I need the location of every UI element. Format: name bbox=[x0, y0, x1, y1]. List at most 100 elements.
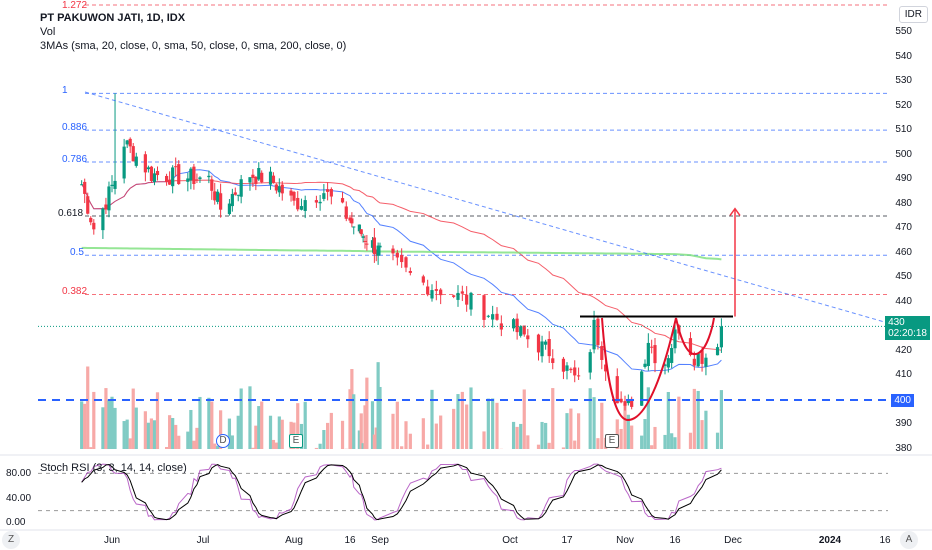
auto-scale-button[interactable]: A bbox=[900, 531, 918, 549]
volume-bar bbox=[168, 415, 172, 449]
volume-bar bbox=[83, 403, 87, 449]
time-axis-tick: Nov bbox=[616, 535, 634, 546]
fib-level-label: 0.886 bbox=[62, 122, 88, 134]
candle-body bbox=[623, 401, 627, 406]
goto-date-button[interactable]: Z bbox=[2, 531, 20, 549]
candle-body bbox=[469, 292, 473, 310]
volume-bar bbox=[89, 447, 93, 449]
volume-bar bbox=[213, 443, 217, 449]
candle-body bbox=[551, 358, 555, 363]
volume-bar bbox=[626, 414, 630, 449]
price-axis-tick: 510 bbox=[895, 124, 912, 136]
candle-body bbox=[134, 156, 138, 166]
volume-bar bbox=[630, 425, 634, 449]
last-price-label: 430 02:20:18 bbox=[885, 316, 930, 340]
stoch-rsi-label[interactable]: Stoch RSI (3, 3, 14, 14, close) bbox=[40, 462, 187, 474]
volume-bar bbox=[573, 440, 577, 449]
candle-body bbox=[149, 166, 154, 181]
legend: PT PAKUWON JATI, 1D, IDX Vol 3MAs (sma, … bbox=[40, 11, 346, 53]
candle-body bbox=[227, 203, 232, 215]
earnings-event-icon[interactable]: E bbox=[605, 434, 619, 448]
candle-body bbox=[577, 375, 581, 377]
candle-body bbox=[80, 184, 84, 186]
volume-bar bbox=[551, 388, 555, 449]
stoch-tick: 0.00 bbox=[6, 517, 26, 528]
candle-body bbox=[391, 248, 395, 254]
candle-body bbox=[189, 168, 193, 181]
volume-bar bbox=[596, 438, 600, 449]
fib-level-label: 0.382 bbox=[62, 286, 88, 298]
volume-bar bbox=[352, 394, 356, 449]
trendline bbox=[84, 91, 889, 324]
candle-body bbox=[236, 194, 240, 196]
volume-bar bbox=[561, 447, 566, 449]
volume-bar bbox=[623, 404, 627, 449]
earnings-event-icon[interactable]: E bbox=[289, 434, 303, 448]
fib-level-label: 0.5 bbox=[70, 247, 84, 259]
ma-indicator-label[interactable]: 3MAs (sma, 20, close, 0, sma, 50, close,… bbox=[40, 40, 347, 52]
volume-bar bbox=[340, 420, 345, 449]
candle-body bbox=[519, 326, 523, 336]
candle-body bbox=[515, 318, 519, 333]
cup-handle-pattern bbox=[601, 317, 715, 422]
volume-bar bbox=[670, 433, 674, 449]
volume-bar bbox=[588, 388, 592, 449]
volume-bar bbox=[600, 402, 604, 449]
volume-bar bbox=[86, 366, 90, 449]
volume-bar bbox=[210, 401, 214, 449]
vol-indicator-label[interactable]: Vol bbox=[40, 26, 56, 38]
volume-bar bbox=[465, 404, 469, 449]
candle-body bbox=[615, 376, 619, 404]
candle-body bbox=[370, 240, 375, 248]
candle-body bbox=[696, 353, 700, 367]
candle-body bbox=[653, 345, 657, 364]
candle-body bbox=[511, 319, 516, 329]
volume-bar bbox=[486, 398, 490, 449]
candle-body bbox=[573, 367, 577, 376]
candle-body bbox=[365, 243, 369, 245]
candle-body bbox=[83, 181, 87, 194]
candle-body bbox=[329, 189, 333, 197]
candle-body bbox=[452, 295, 456, 297]
candle-body bbox=[352, 226, 356, 228]
candle-body bbox=[486, 315, 490, 317]
volume-bar bbox=[219, 410, 223, 449]
volume-bar bbox=[198, 396, 202, 449]
candle-body bbox=[322, 193, 326, 199]
candle-body bbox=[359, 229, 363, 235]
volume-bar bbox=[673, 437, 677, 449]
target-arrow-head bbox=[729, 207, 741, 217]
candle-body bbox=[499, 323, 503, 330]
candle-body bbox=[646, 342, 650, 366]
volume-bar bbox=[92, 391, 96, 449]
candle-body bbox=[280, 184, 284, 194]
candle-body bbox=[495, 313, 499, 320]
volume-bar bbox=[640, 435, 644, 449]
volume-bar bbox=[653, 426, 657, 449]
volume-bar bbox=[348, 389, 352, 449]
currency-button[interactable]: IDR bbox=[898, 6, 928, 23]
candle-body bbox=[650, 346, 654, 348]
volume-bar bbox=[482, 431, 486, 449]
candle-body bbox=[376, 245, 380, 256]
candle-body bbox=[357, 224, 361, 232]
sma-200-line bbox=[81, 246, 722, 261]
candle-body bbox=[719, 326, 723, 348]
volume-bar bbox=[378, 386, 382, 449]
volume-bar bbox=[171, 417, 175, 449]
candle-body bbox=[344, 206, 348, 219]
volume-bar bbox=[704, 410, 708, 449]
volume-bar bbox=[421, 418, 425, 449]
candle-body bbox=[198, 177, 202, 180]
candle-body bbox=[439, 289, 443, 296]
volume-bar bbox=[677, 396, 681, 449]
volume-bar bbox=[125, 419, 129, 449]
price-axis-tick: 540 bbox=[895, 50, 912, 62]
candle-body bbox=[122, 146, 126, 179]
volume-bar bbox=[122, 421, 126, 449]
dividend-event-icon[interactable]: D bbox=[216, 434, 230, 448]
volume-bar bbox=[426, 444, 430, 449]
price-axis-tick: 390 bbox=[895, 418, 912, 430]
stoch-tick: 40.00 bbox=[6, 493, 32, 504]
